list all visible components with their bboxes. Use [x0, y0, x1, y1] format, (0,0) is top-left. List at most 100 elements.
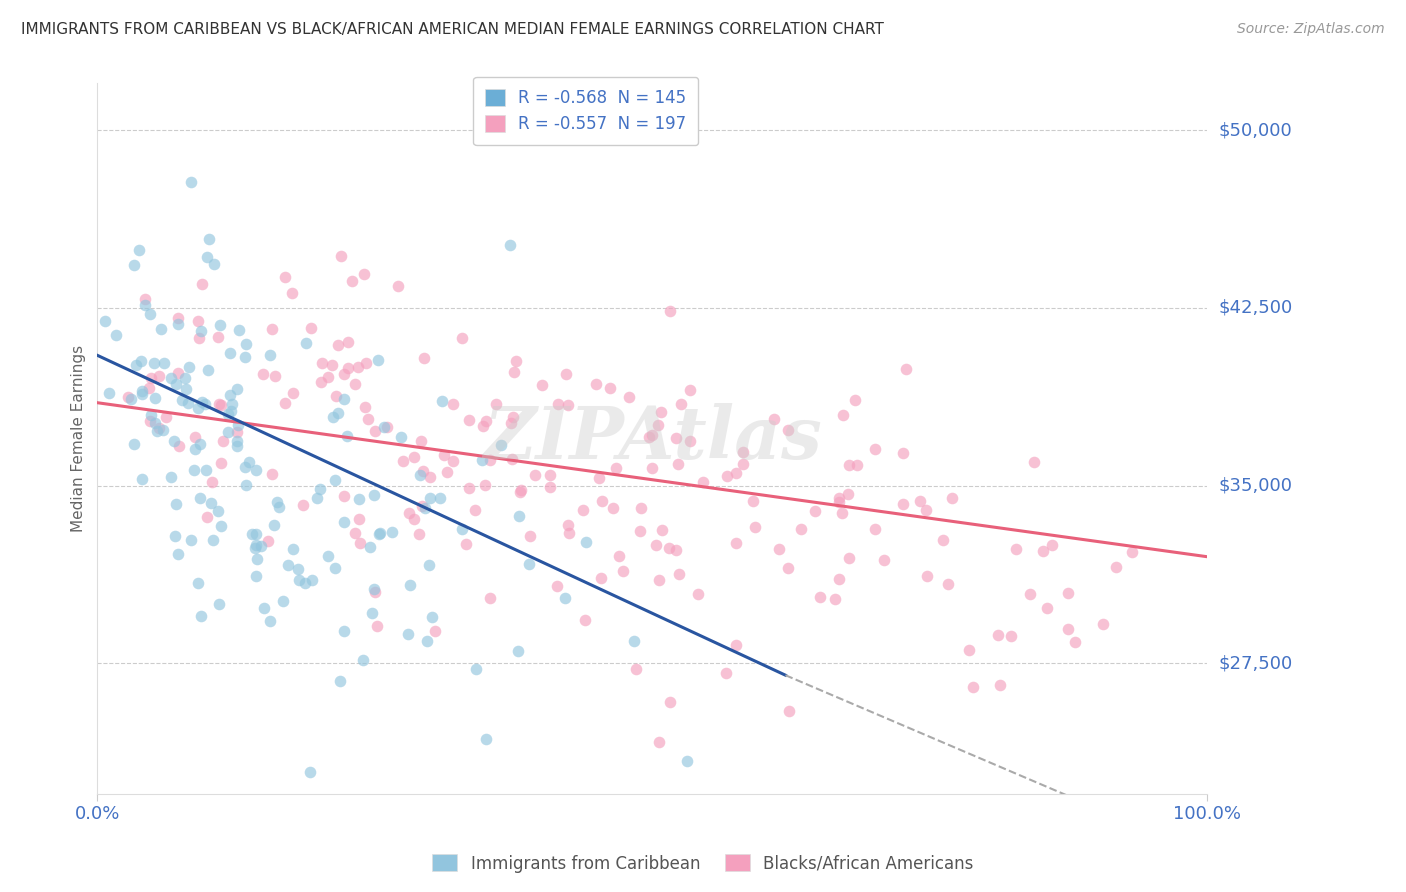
Point	[547, 397, 569, 411]
Point	[333, 624, 356, 638]
Point	[129, 354, 152, 368]
Point	[571, 503, 593, 517]
Point	[915, 503, 938, 517]
Point	[762, 412, 785, 426]
Point	[524, 467, 547, 482]
Point	[554, 367, 576, 381]
Point	[679, 383, 702, 397]
Point	[246, 551, 269, 566]
Point	[201, 475, 224, 489]
Point	[262, 467, 284, 482]
Point	[252, 367, 274, 381]
Point	[163, 529, 186, 543]
Point	[619, 391, 641, 405]
Point	[605, 461, 627, 475]
Point	[962, 680, 984, 694]
Point	[574, 613, 596, 627]
Point	[1005, 542, 1028, 557]
Point	[412, 351, 434, 366]
Point	[1019, 587, 1042, 601]
Point	[575, 535, 598, 549]
Point	[183, 463, 205, 477]
Point	[349, 536, 371, 550]
Point	[628, 524, 651, 538]
Point	[415, 634, 437, 648]
Point	[145, 392, 167, 406]
Point	[742, 494, 765, 508]
Point	[188, 437, 211, 451]
Point	[233, 350, 256, 364]
Point	[664, 543, 686, 558]
Point	[167, 547, 190, 561]
Point	[226, 439, 249, 453]
Point	[501, 452, 523, 467]
Point	[245, 526, 267, 541]
Point	[510, 483, 533, 497]
Point	[194, 397, 217, 411]
Point	[208, 397, 231, 411]
Point	[212, 434, 235, 448]
Point	[367, 353, 389, 368]
Point	[910, 493, 932, 508]
Point	[347, 491, 370, 506]
Point	[828, 572, 851, 586]
Point	[287, 562, 309, 576]
Point	[433, 448, 456, 462]
Point	[174, 382, 197, 396]
Point	[117, 390, 139, 404]
Point	[177, 395, 200, 409]
Point	[827, 491, 849, 506]
Point	[336, 334, 359, 349]
Point	[160, 469, 183, 483]
Point	[409, 434, 432, 448]
Point	[894, 362, 917, 376]
Point	[1105, 560, 1128, 574]
Point	[668, 567, 690, 582]
Point	[277, 558, 299, 572]
Point	[233, 459, 256, 474]
Point	[402, 450, 425, 465]
Point	[724, 638, 747, 652]
Point	[475, 731, 498, 746]
Point	[148, 421, 170, 435]
Point	[281, 385, 304, 400]
Point	[240, 527, 263, 541]
Point	[479, 453, 502, 467]
Point	[776, 560, 799, 574]
Point	[94, 314, 117, 328]
Point	[298, 765, 321, 780]
Point	[990, 678, 1012, 692]
Point	[219, 404, 242, 418]
Point	[790, 522, 813, 536]
Point	[149, 322, 172, 336]
Point	[235, 477, 257, 491]
Point	[538, 480, 561, 494]
Text: $42,500: $42,500	[1219, 299, 1292, 317]
Point	[557, 518, 579, 533]
Point	[485, 397, 508, 411]
Point	[217, 425, 239, 439]
Point	[153, 356, 176, 370]
Point	[688, 587, 710, 601]
Point	[1032, 544, 1054, 558]
Point	[506, 644, 529, 658]
Point	[292, 498, 315, 512]
Point	[245, 541, 267, 555]
Point	[508, 509, 530, 524]
Point	[267, 500, 290, 515]
Point	[274, 269, 297, 284]
Point	[491, 437, 513, 451]
Point	[226, 418, 249, 433]
Point	[714, 666, 737, 681]
Point	[146, 424, 169, 438]
Point	[392, 454, 415, 468]
Point	[256, 533, 278, 548]
Point	[671, 397, 693, 411]
Point	[1121, 544, 1143, 558]
Point	[503, 365, 526, 379]
Point	[363, 488, 385, 502]
Y-axis label: Median Female Earnings: Median Female Earnings	[72, 344, 86, 532]
Point	[259, 614, 281, 628]
Point	[228, 323, 250, 337]
Point	[824, 591, 846, 606]
